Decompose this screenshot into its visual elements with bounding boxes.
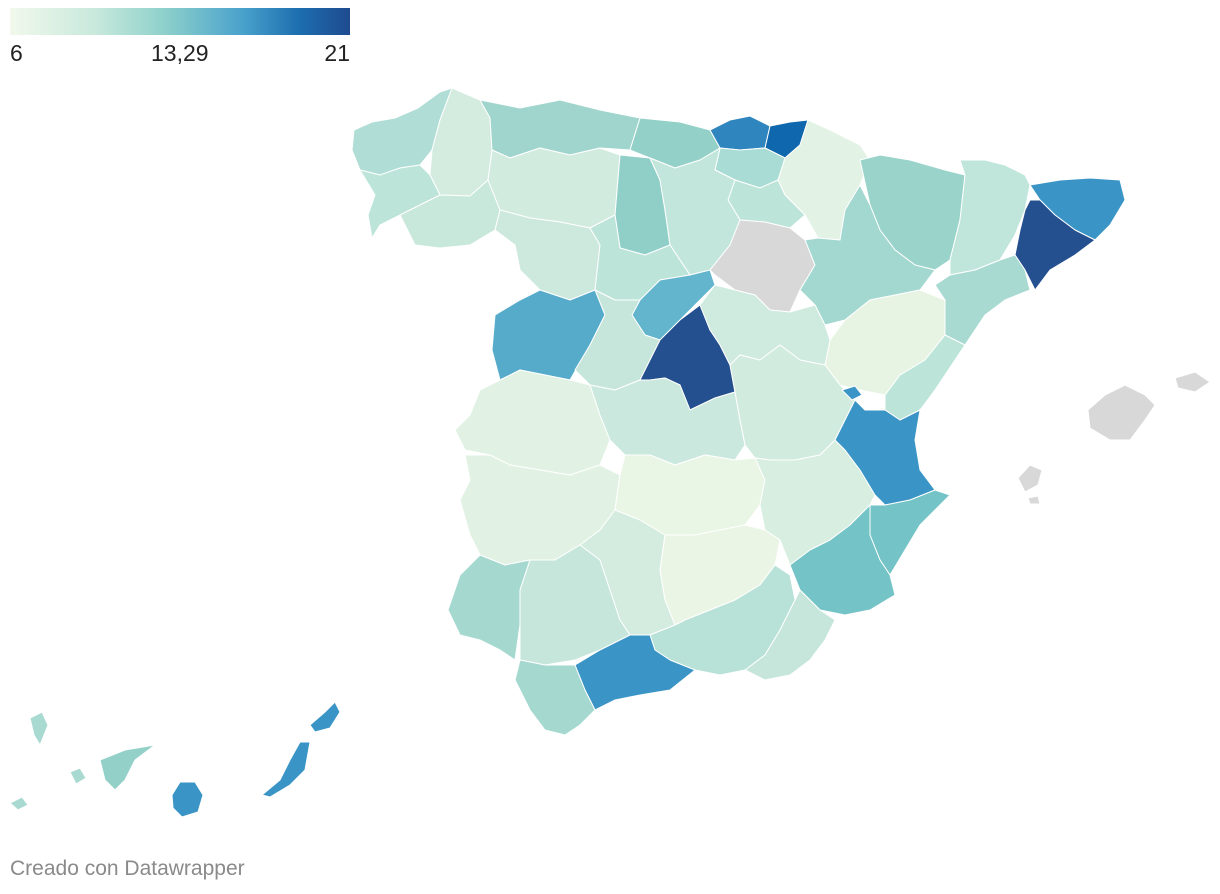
legend-max-label: 21 [324,40,350,66]
province-tarragona[interactable] [934,254,1031,346]
canary-island-tenerife[interactable] [99,744,156,791]
credit-text: Creado con Datawrapper [10,857,245,880]
province-asturias[interactable] [479,99,641,159]
province-lleida[interactable] [949,159,1031,276]
canary-island-el-hierro[interactable] [9,796,29,811]
province-baleares-menorca[interactable] [1174,371,1211,393]
canary-island-lanzarote[interactable] [309,701,341,733]
province-baleares-ibiza[interactable] [1017,464,1043,493]
province-baleares-mallorca[interactable] [1087,384,1156,441]
color-legend: 6 13,29 21 [10,8,350,66]
legend-mid-label: 13,29 [151,40,209,66]
province-cadiz[interactable] [514,659,596,736]
province-guadalajara[interactable] [699,284,831,366]
province-valencia-enclave[interactable] [841,385,863,401]
canary-island-la-palma[interactable] [29,711,49,746]
legend-gradient-bar [10,8,350,35]
province-murcia[interactable] [789,504,896,616]
province-huelva[interactable] [447,554,531,661]
province-bizkaia[interactable] [709,115,771,151]
province-baleares-formentera[interactable] [1027,495,1041,505]
province-barcelona[interactable] [1014,199,1096,291]
province-castellon[interactable] [884,334,966,421]
canary-island-la-gomera[interactable] [69,767,87,785]
canary-island-fuerteventura[interactable] [261,741,311,798]
legend-min-label: 6 [10,40,23,66]
province-almeria[interactable] [744,589,836,681]
canary-island-gran-canaria[interactable] [171,781,204,818]
